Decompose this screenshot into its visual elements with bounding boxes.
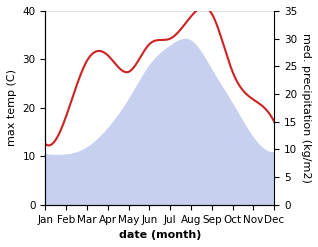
X-axis label: date (month): date (month)	[119, 230, 201, 240]
Y-axis label: med. precipitation (kg/m2): med. precipitation (kg/m2)	[301, 33, 311, 183]
Y-axis label: max temp (C): max temp (C)	[7, 69, 17, 146]
